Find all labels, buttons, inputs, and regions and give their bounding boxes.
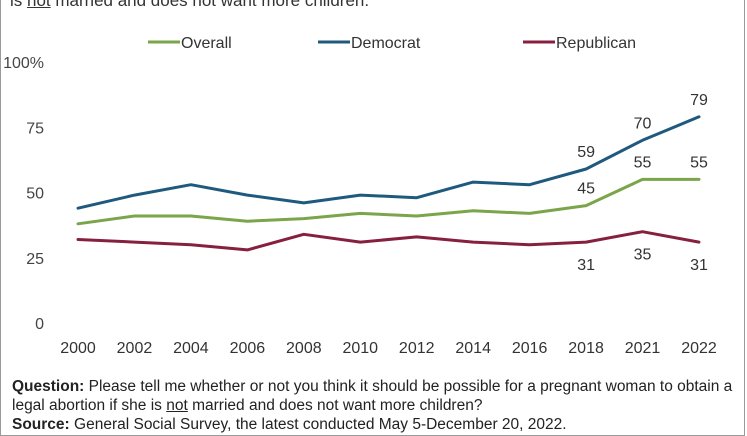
legend-label-overall: Overall [181,35,232,52]
y-tick-label: 75 [26,120,44,137]
series-line-republican [76,230,701,252]
x-tick-label: 2016 [512,340,548,357]
line-chart: 0 25 50 75 100% 2000 2002 2004 2006 2008 2010 2012 2… [3,35,717,357]
y-tick-label: 100% [3,55,44,72]
x-tick-label: 2018 [568,340,604,357]
data-label: 31 [577,257,595,274]
x-tick-label: 2021 [625,340,661,357]
x-tick-label: 2010 [342,340,378,357]
data-label: 31 [690,257,708,274]
series-line-democrat [76,115,701,210]
question-emphasis: not [166,397,188,414]
y-tick-label: 50 [26,186,44,203]
source-note: Source: General Social Survey, the lates… [12,416,567,433]
x-tick-label: 2002 [117,340,153,357]
y-tick-label: 25 [26,251,44,268]
y-tick-label: 0 [35,316,44,333]
data-label: 35 [634,247,652,264]
x-tick-label: 2012 [399,340,435,357]
x-tick-label: 2014 [455,340,491,357]
x-tick-label: 2000 [60,340,96,357]
data-label: 79 [690,92,708,109]
chart-footer: Question: Please tell me whether or not … [12,377,740,434]
legend-label-democrat: Democrat [351,35,421,52]
series-line-overall [76,177,701,226]
data-label: 70 [634,115,652,132]
question-label: Question: [12,378,85,395]
legend-label-republican: Republican [556,35,636,52]
x-tick-label: 2008 [286,340,322,357]
data-label: 59 [577,144,595,161]
data-label: 45 [577,181,595,198]
question-subtitle: is not married and does not want more ch… [10,0,369,11]
data-label: 55 [634,154,652,171]
source-label: Source: [12,416,70,433]
data-label: 55 [690,154,708,171]
x-tick-label: 2004 [173,340,209,357]
x-tick-label: 2006 [230,340,266,357]
subtitle-emphasis: not [27,0,51,10]
x-tick-label: 2022 [681,340,717,357]
question-note: Question: Please tell me whether or not … [12,378,733,414]
